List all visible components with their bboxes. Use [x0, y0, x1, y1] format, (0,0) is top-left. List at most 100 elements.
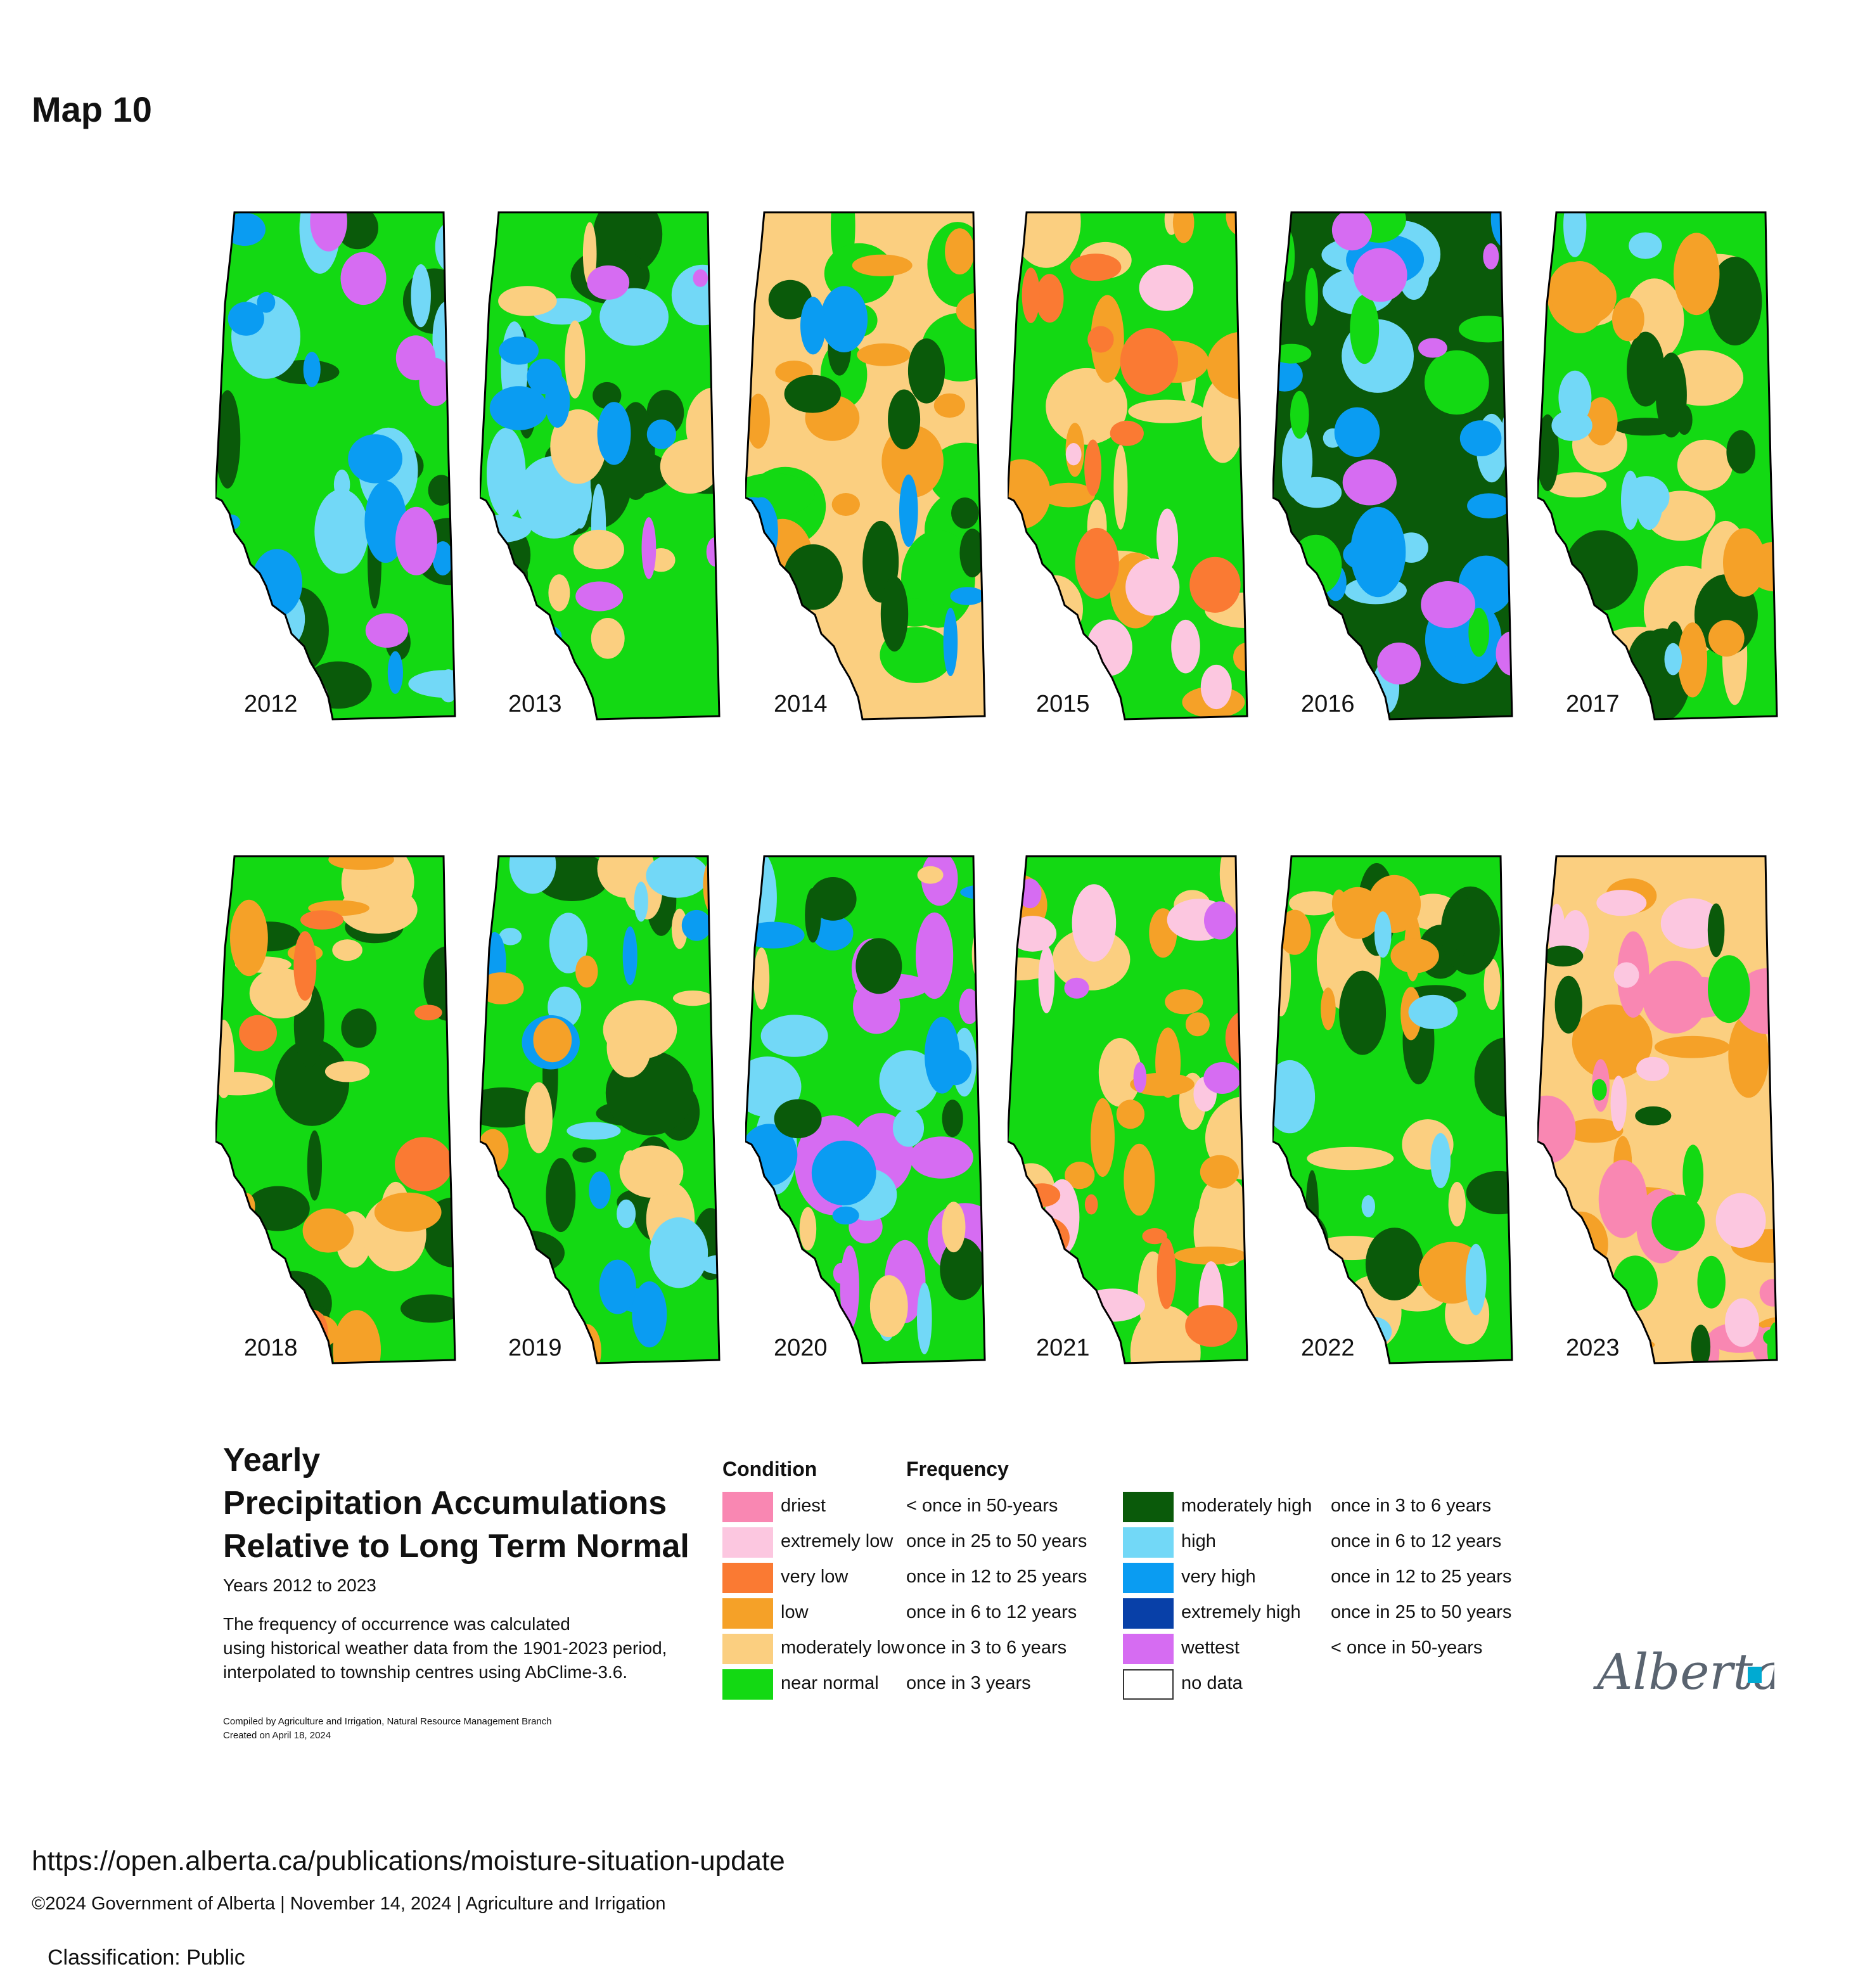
map-region-low [333, 1310, 381, 1363]
map-label: Map 10 [32, 89, 152, 129]
map-region-low [1565, 1118, 1624, 1143]
map-region-moderately-high [784, 375, 841, 413]
map-region-moderately-low [1307, 1146, 1394, 1170]
map-region-moderately-high [1537, 414, 1559, 492]
map-region-low [1677, 622, 1708, 698]
map-region-wettest [693, 269, 708, 287]
province-outline [1008, 211, 1248, 721]
map-region-moderately-high [880, 576, 909, 652]
legend-swatch [1123, 1527, 1174, 1558]
province-outline [1008, 855, 1248, 1364]
map-panel-2012: 2012 [215, 209, 482, 729]
map-region-very-low [1022, 267, 1040, 323]
map-region-wettest [1009, 1284, 1045, 1317]
legend-frequency: once in 12 to 25 years [906, 1567, 1087, 1587]
legend-title-line: Relative to Long Term Normal [223, 1528, 689, 1565]
map-region-moderately-low [548, 574, 570, 612]
map-region-moderately-high [336, 212, 378, 250]
source-url[interactable]: https://open.alberta.ca/publications/moi… [32, 1845, 785, 1876]
map-region-high [745, 1250, 807, 1315]
map-region-high [1361, 1195, 1375, 1217]
map-region-moderately-low [660, 439, 719, 494]
legend-frequency: once in 3 to 6 years [906, 1638, 1067, 1658]
map-region-very-low [1087, 326, 1114, 353]
map-region-very-high [632, 1281, 667, 1348]
map-region-moderately-high [940, 1238, 985, 1300]
map-region-extremely-low [1086, 619, 1132, 676]
condition-header: Condition [722, 1458, 817, 1480]
map-region-wettest [641, 517, 657, 579]
legend-frequency: < once in 50-years [906, 1496, 1058, 1516]
map-region-low [1723, 528, 1765, 597]
map-region-low [1585, 397, 1618, 446]
map-region-high [408, 670, 455, 698]
map-region-extremely-low [1125, 558, 1180, 616]
map-region-extremely-low [1613, 962, 1639, 988]
map-region-moderately-low [1098, 1038, 1141, 1107]
map-region-wettest [513, 638, 558, 675]
precipitation-map-2021 [1008, 855, 1248, 1364]
map-panel-2015: 2015 [1008, 209, 1274, 729]
map-region-very-high [1343, 536, 1404, 573]
map-region-low [1728, 1013, 1769, 1098]
map-region-moderately-high [959, 529, 985, 578]
map-region-low [1278, 909, 1311, 955]
province-outline [745, 855, 986, 1364]
map-region-wettest [1133, 1062, 1147, 1093]
precipitation-map-2015 [1008, 211, 1248, 721]
map-region-moderately-low [324, 1061, 370, 1082]
map-region-very-high [589, 1171, 611, 1209]
legend-frequency: once in 25 to 50 years [906, 1531, 1087, 1551]
map-region-extremely-low [1537, 1229, 1584, 1252]
map-region-very-high [1467, 493, 1511, 518]
map-region-moderately-low [753, 947, 770, 1010]
map-region-very-low [414, 1004, 442, 1021]
map-region-driest [1598, 1160, 1648, 1238]
legend-swatch [722, 1492, 773, 1522]
map-region-low [703, 857, 719, 914]
precipitation-map-2022 [1272, 855, 1513, 1364]
map-region-near-normal [1651, 1195, 1705, 1251]
map-region-very-high [489, 386, 548, 430]
precipitation-map-2013 [480, 211, 721, 721]
map-region-low [328, 856, 395, 870]
map-region-extremely-low [1241, 212, 1247, 245]
map-region-wettest [587, 265, 630, 300]
map-region-very-high [950, 587, 985, 605]
legend-description-line: interpolated to township centres using A… [223, 1662, 628, 1682]
map-region-near-normal [755, 603, 810, 637]
map-region-very-high [597, 402, 631, 465]
legend-title-line: Precipitation Accumulations [223, 1485, 667, 1522]
map-region-very-high [227, 302, 264, 336]
map-region-high [760, 1015, 828, 1057]
legend-swatch [722, 1563, 773, 1593]
map-region-extremely-low [1139, 264, 1194, 311]
map-region-high [411, 264, 431, 328]
legend-frequency: once in 25 to 50 years [1331, 1602, 1512, 1622]
map-region-near-normal [1272, 343, 1312, 364]
map-region-very-low [1070, 253, 1122, 281]
map-region-extremely-low [1171, 619, 1200, 674]
map-region-moderately-high [274, 1039, 350, 1126]
map-region-low [1185, 1012, 1210, 1037]
map-region-wettest [1483, 243, 1499, 270]
map-region-very-high [622, 926, 637, 985]
legend-condition: extremely low [781, 1531, 894, 1551]
map-region-low [1233, 643, 1247, 672]
map-region-near-normal [1763, 1328, 1777, 1347]
map-region-high [1465, 1243, 1487, 1316]
map-region-driest [1537, 1095, 1576, 1164]
legend-swatch [1123, 1634, 1174, 1664]
map-region-moderately-low [942, 1202, 966, 1253]
map-region-wettest [1421, 581, 1475, 629]
map-region-low [1612, 297, 1644, 342]
map-region-moderately-high [1676, 404, 1693, 435]
map-region-very-low [1110, 420, 1144, 446]
map-region-very-high [499, 337, 539, 365]
province-outline [215, 855, 456, 1364]
map-region-moderately-high [1726, 430, 1755, 474]
map-region-very-high [681, 909, 712, 941]
year-label: 2020 [774, 1335, 828, 1361]
legend-swatch [722, 1669, 773, 1700]
map-region-moderately-low [582, 222, 597, 286]
